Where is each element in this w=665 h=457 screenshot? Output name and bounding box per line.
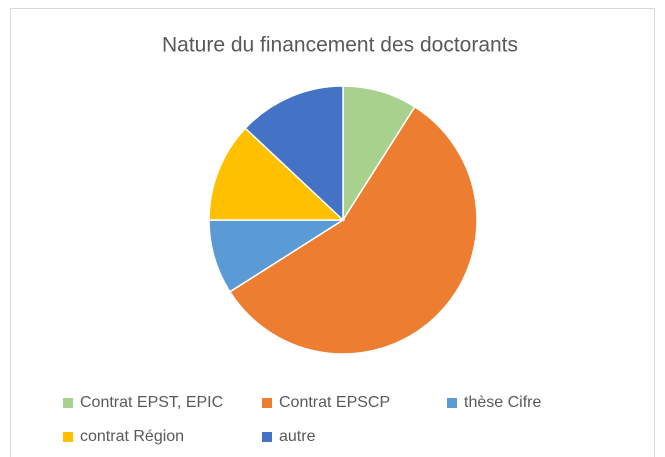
legend-swatch bbox=[262, 432, 272, 442]
legend: Contrat EPST, EPIC Contrat EPSCP thèse Cif… bbox=[63, 394, 541, 445]
legend-label: Contrat EPST, EPIC bbox=[80, 394, 223, 411]
legend-label: Contrat EPSCP bbox=[279, 394, 390, 411]
pie bbox=[208, 85, 478, 355]
legend-swatch bbox=[63, 432, 73, 442]
pie-slice bbox=[208, 127, 345, 221]
legend-label: contrat Région bbox=[80, 428, 184, 445]
legend-label: autre bbox=[279, 428, 316, 445]
chart-title: Nature du financement des doctorants bbox=[162, 34, 518, 57]
legend-swatch bbox=[63, 398, 73, 408]
legend-swatch bbox=[447, 398, 457, 408]
legend-label: thèse Cifre bbox=[464, 394, 541, 411]
pie-slice bbox=[244, 85, 344, 222]
pie-slice bbox=[228, 105, 478, 355]
legend-swatch bbox=[262, 398, 272, 408]
